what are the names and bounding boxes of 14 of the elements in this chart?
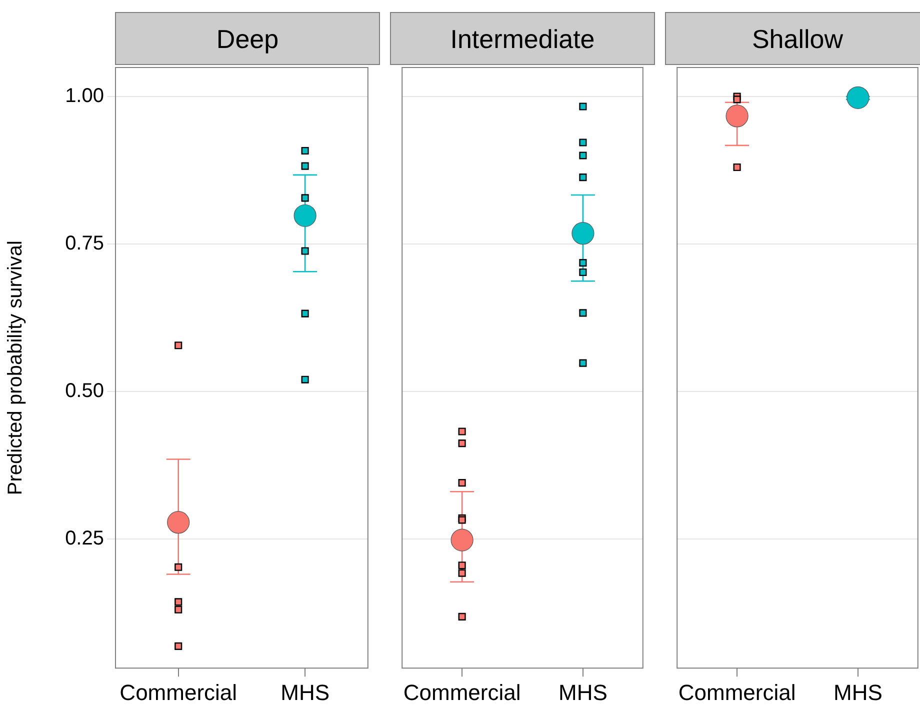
y-tick-label: 0.75 — [65, 232, 104, 254]
x-tick-label: MHS — [558, 680, 608, 705]
chart-title: Shallow — [665, 12, 920, 65]
x-tick-label: Commercial — [120, 680, 238, 705]
x-tick-label: MHS — [834, 680, 882, 705]
y-tick-label: 0.25 — [65, 527, 104, 550]
x-tick-label: MHS — [280, 680, 330, 705]
x-tick-label: Commercial — [678, 680, 796, 705]
y-tick-label: 1.00 — [65, 85, 104, 108]
chart-title: Intermediate — [390, 12, 655, 65]
y-tick-label: 0.50 — [65, 380, 104, 402]
y-axis-title: Predicted probability survival — [4, 240, 27, 496]
x-tick-label: Commercial — [403, 680, 521, 705]
chart-title: Deep — [115, 12, 380, 65]
